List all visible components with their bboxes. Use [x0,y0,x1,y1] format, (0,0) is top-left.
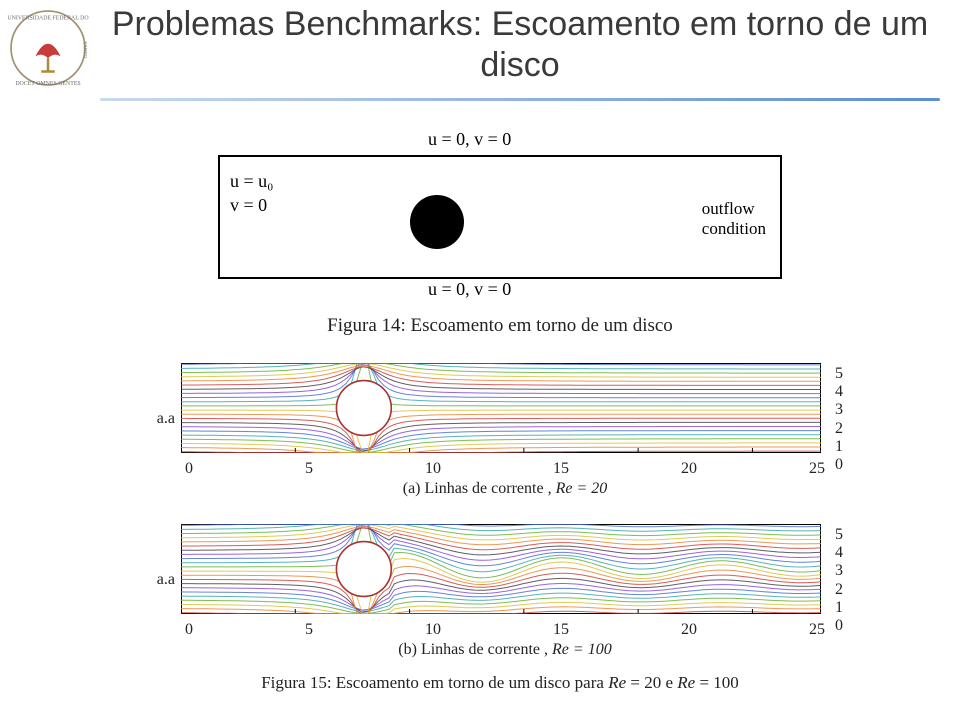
streamlines-b [181,524,821,614]
xaxis-a: 0510152025 [181,458,829,478]
university-logo: UNIVERSIDADE FEDERAL DO DOCET OMNES GENT… [6,6,90,90]
subcaption-b: (b) Linhas de corrente , Re = 100 [181,641,829,659]
bc-left-v: v = 0 [230,195,267,216]
subcaption-a: (a) Linhas de corrente , Re = 20 [181,480,829,498]
bc-top: u = 0, v = 0 [428,129,511,150]
svg-text:UNIVERSIDADE FEDERAL DO: UNIVERSIDADE FEDERAL DO [7,15,88,21]
bc-left-u: u = u₀ [230,171,273,192]
svg-text:SANTO: SANTO [81,41,87,58]
domain-schematic: u = u₀ v = 0 outflow condition [218,155,782,279]
yaxis-b: 543210 [829,524,863,659]
yaxis-a: 543210 [829,363,863,498]
bc-bottom: u = 0, v = 0 [428,279,511,300]
fig15-caption: Figura 15: Escoamento em torno de um dis… [120,673,880,693]
figures-area: u = 0, v = 0 u = u₀ v = 0 outflow condit… [120,155,880,699]
streamplot-a: a.a 0510152025 (a) Linhas de corrente , … [120,363,880,498]
slide-title: Problemas Benchmarks: Escoamento em torn… [100,4,940,86]
svg-text:DOCET OMNES GENTES: DOCET OMNES GENTES [15,81,80,87]
fig14-caption: Figura 14: Escoamento em torno de um dis… [120,315,880,337]
xaxis-b: 0510152025 [181,619,829,639]
streamplot-b: a.a 0510152025 (b) Linhas de corrente , … [120,524,880,659]
streamlines-a [181,363,821,453]
bc-right: outflow condition [702,199,766,238]
title-underline [100,98,940,101]
disk-obstacle [410,195,464,249]
